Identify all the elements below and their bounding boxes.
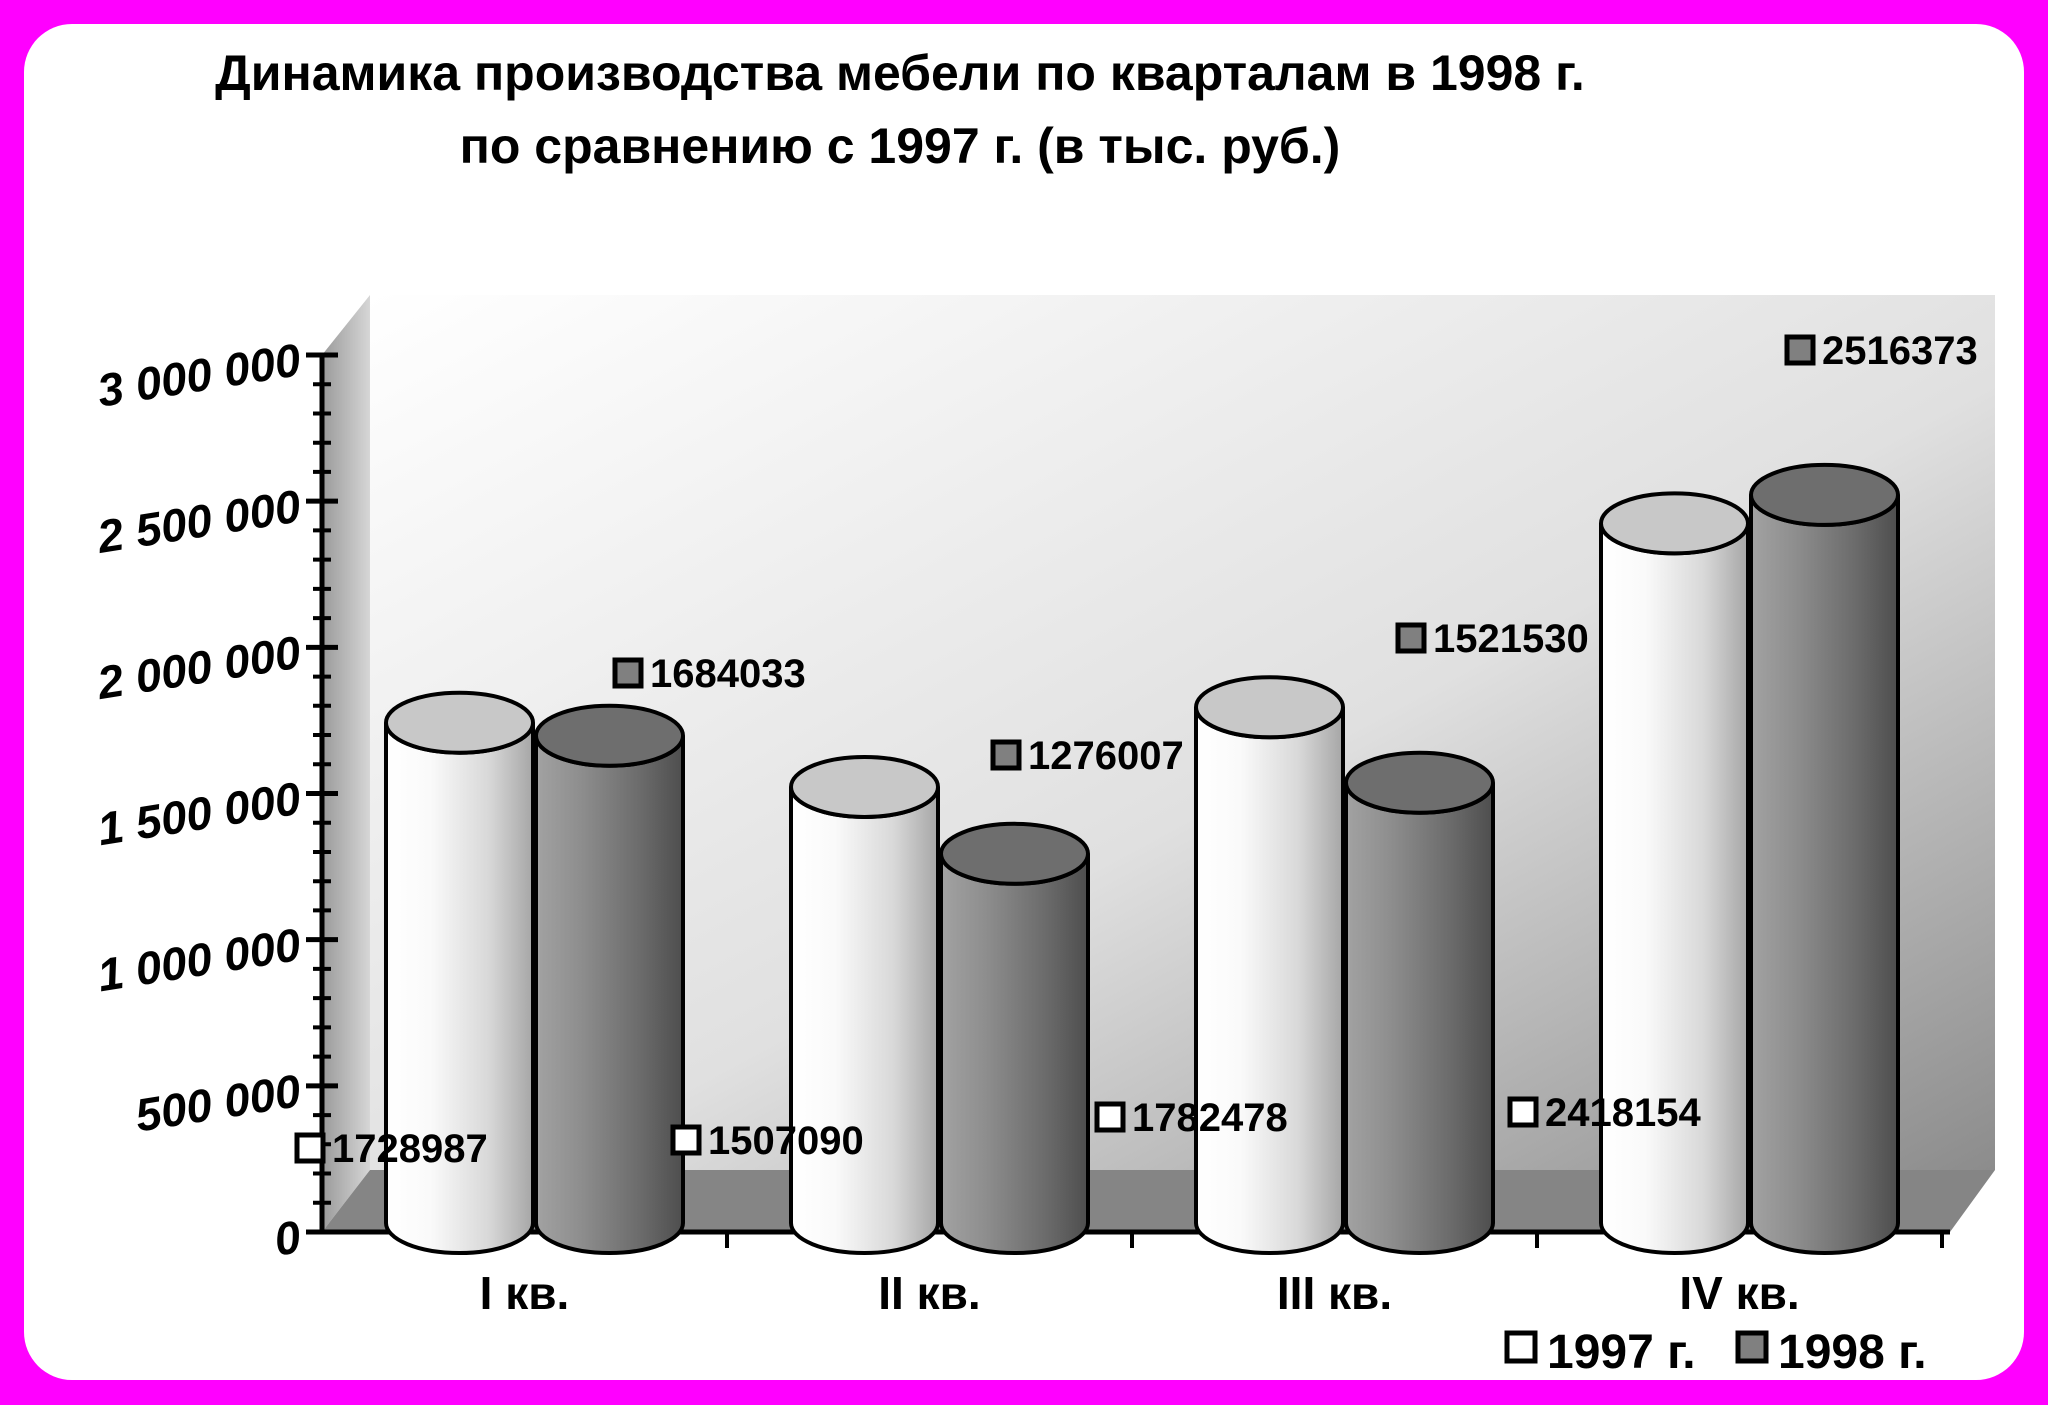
bar-cap-1998-0: [534, 703, 685, 768]
legend: 1997 г. 1998 г.: [1504, 1326, 1927, 1379]
chart-floor: [322, 1170, 1995, 1232]
bars-layer: [384, 462, 1900, 1255]
data-label: 2418154: [1545, 1091, 1701, 1135]
data-label: 2516373: [1822, 329, 1978, 373]
data-label: 1276007: [1028, 734, 1184, 778]
data-label: 1684033: [650, 652, 806, 696]
legend-label-1997: 1997 г.: [1547, 1326, 1696, 1379]
y-tick-label: 2 000 000: [93, 626, 305, 710]
bar-cap-1998-1: [939, 821, 1090, 886]
bar-cap-1997-0: [384, 690, 535, 755]
data-label-marker: [990, 739, 1022, 771]
bar-cap-1997-3: [1599, 491, 1750, 556]
bar-cap-1998-2: [1344, 750, 1495, 815]
bar-1998-1: [939, 853, 1090, 1255]
x-category-label: III кв.: [1277, 1267, 1392, 1319]
data-label: 1507090: [708, 1119, 864, 1163]
legend-swatch-1997: [1504, 1330, 1538, 1364]
chart-title: Динамика производства мебели по квартала…: [215, 45, 1585, 101]
y-tick-label: 0: [271, 1210, 305, 1265]
legend-label-1998: 1998 г.: [1778, 1326, 1927, 1379]
bar-cap-1998-3: [1749, 462, 1900, 527]
y-tick-label: 500 000: [132, 1064, 305, 1141]
bar-1997-3: [1599, 523, 1750, 1255]
data-label-marker: [1784, 334, 1816, 366]
data-label-marker: [1395, 622, 1427, 654]
bar-1997-1: [789, 786, 940, 1255]
x-category-label: II кв.: [878, 1267, 980, 1319]
bar-1998-3: [1749, 494, 1900, 1255]
data-label-marker: [670, 1124, 702, 1156]
bar-1998-0: [534, 735, 685, 1255]
back-wall: [370, 295, 1995, 1170]
data-label: 1521530: [1433, 617, 1589, 661]
data-label-marker: [1507, 1096, 1539, 1128]
data-label-marker: [294, 1132, 326, 1164]
data-label: 1728987: [332, 1127, 488, 1171]
bar-cap-1997-1: [789, 754, 940, 819]
chart-svg: Динамика производства мебели по квартала…: [93, 45, 1995, 1379]
labels-layer: 1728987 1507090 1782478 2418154 1684033 12760…: [294, 329, 1978, 1171]
chart-frame: Динамика производства мебели по квартала…: [24, 24, 2024, 1380]
bar-1998-2: [1344, 782, 1495, 1255]
chart-subtitle: по сравнению с 1997 г. (в тыс. руб.): [460, 118, 1341, 174]
data-label-marker: [612, 657, 644, 689]
bar-1997-2: [1194, 707, 1345, 1255]
bar-cap-1997-2: [1194, 675, 1345, 740]
side-wall: [322, 295, 370, 1232]
x-category-label: IV кв.: [1679, 1267, 1799, 1319]
y-tick-label: 3 000 000: [94, 333, 305, 416]
legend-swatch-1998: [1735, 1330, 1769, 1364]
y-tick-label: 2 500 000: [93, 479, 305, 563]
x-category-label: I кв.: [480, 1267, 570, 1319]
data-label-marker: [1094, 1101, 1126, 1133]
y-tick-label: 1 000 000: [94, 918, 305, 1001]
y-tick-label: 1 500 000: [94, 772, 305, 855]
data-label: 1782478: [1132, 1096, 1288, 1140]
bar-1997-0: [384, 722, 535, 1255]
